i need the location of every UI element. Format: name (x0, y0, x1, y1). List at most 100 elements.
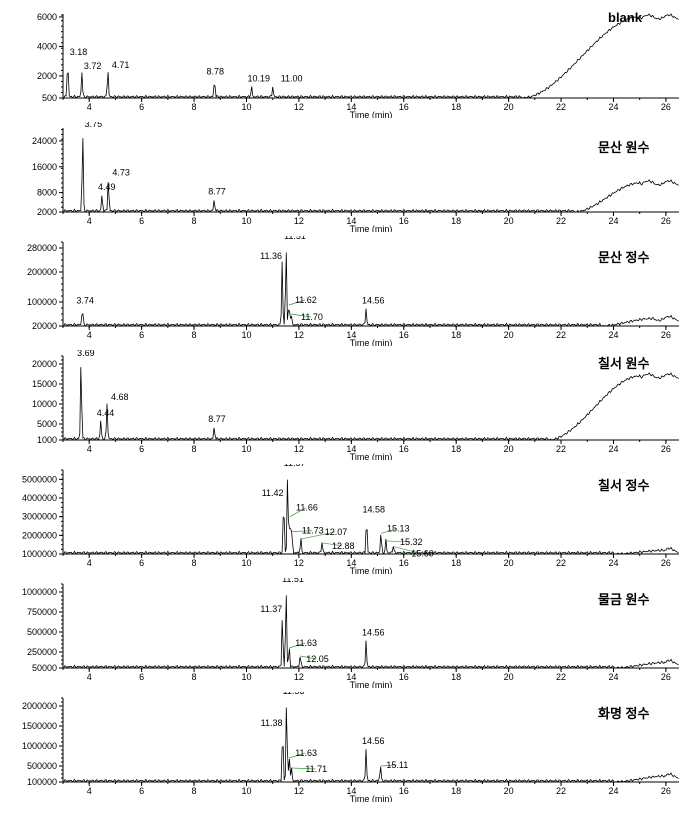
svg-text:12: 12 (294, 216, 304, 226)
peak-label: 14.56 (362, 736, 385, 746)
svg-text:4: 4 (87, 672, 92, 682)
svg-text:24: 24 (608, 672, 618, 682)
svg-text:22: 22 (556, 672, 566, 682)
svg-text:20: 20 (504, 330, 514, 340)
peak-label: 14.58 (363, 505, 386, 515)
peak-label: 11.53 (283, 692, 305, 696)
svg-text:22: 22 (556, 330, 566, 340)
svg-text:20: 20 (504, 786, 514, 796)
svg-text:1000000: 1000000 (22, 741, 57, 751)
svg-text:5000: 5000 (37, 419, 57, 429)
svg-text:12: 12 (294, 444, 304, 454)
svg-text:2000000: 2000000 (22, 701, 57, 711)
svg-text:6: 6 (139, 102, 144, 112)
svg-text:16: 16 (399, 558, 409, 568)
svg-text:6: 6 (139, 558, 144, 568)
svg-text:16000: 16000 (32, 162, 57, 172)
svg-text:4: 4 (87, 102, 92, 112)
svg-text:8: 8 (192, 330, 197, 340)
peak-label: 8.77 (208, 187, 226, 197)
svg-text:26: 26 (661, 558, 671, 568)
svg-text:26: 26 (661, 672, 671, 682)
sample-label: blank (608, 10, 643, 25)
chromatogram-panel: 468101214161820222426Time (min)200001000… (8, 236, 689, 346)
svg-text:4: 4 (87, 216, 92, 226)
svg-text:24: 24 (608, 216, 618, 226)
peak-label: 11.42 (262, 488, 284, 498)
peak-label: 3.72 (84, 61, 102, 71)
peak-label: 11.37 (260, 604, 282, 614)
svg-text:16: 16 (399, 444, 409, 454)
svg-text:100000: 100000 (27, 777, 57, 787)
peak-label: 11.62 (295, 295, 317, 305)
svg-text:4000000: 4000000 (22, 493, 57, 503)
svg-text:Time (min): Time (min) (350, 566, 393, 574)
chromatogram-panel: 468101214161820222426Time (min)200080001… (8, 122, 689, 232)
svg-text:22: 22 (556, 444, 566, 454)
svg-text:26: 26 (661, 444, 671, 454)
svg-text:15000: 15000 (32, 379, 57, 389)
svg-text:12: 12 (294, 330, 304, 340)
svg-text:2000: 2000 (37, 71, 57, 81)
peak-label: 4.71 (112, 60, 130, 70)
svg-text:10: 10 (241, 672, 251, 682)
peak-label: 10.19 (247, 74, 270, 84)
svg-text:6: 6 (139, 216, 144, 226)
peak-label: 4.68 (111, 392, 129, 402)
peak-label: 11.00 (281, 74, 303, 84)
svg-text:Time (min): Time (min) (350, 452, 393, 460)
peak-label: 3.75 (85, 122, 103, 129)
svg-text:4: 4 (87, 786, 92, 796)
svg-text:3000000: 3000000 (22, 512, 57, 522)
svg-text:10: 10 (241, 786, 251, 796)
sample-label: 칠서 정수 (598, 478, 649, 493)
peak-label: 11.38 (261, 718, 283, 728)
chromatogram-panel: 468101214161820222426Time (min)500002500… (8, 578, 689, 688)
svg-text:2000: 2000 (37, 207, 57, 217)
chromatogram-panel: 468101214161820222426Time (min)100050001… (8, 350, 689, 460)
svg-text:12: 12 (294, 102, 304, 112)
svg-text:10: 10 (241, 216, 251, 226)
svg-text:20000: 20000 (32, 321, 57, 331)
svg-text:8000: 8000 (37, 188, 57, 198)
peak-label: 11.51 (284, 236, 306, 241)
peak-label: 11.51 (282, 578, 304, 584)
svg-text:24: 24 (608, 786, 618, 796)
svg-text:26: 26 (661, 102, 671, 112)
svg-text:12: 12 (294, 786, 304, 796)
svg-text:4: 4 (87, 444, 92, 454)
peak-label: 3.74 (76, 296, 94, 306)
svg-text:6000: 6000 (37, 12, 57, 22)
chromatogram-panel: 468101214161820222426Time (min)100000020… (8, 464, 689, 574)
svg-text:24000: 24000 (32, 136, 57, 146)
svg-text:280000: 280000 (27, 243, 57, 253)
svg-text:18: 18 (451, 786, 461, 796)
svg-text:10: 10 (241, 330, 251, 340)
svg-text:20: 20 (504, 102, 514, 112)
svg-text:6: 6 (139, 672, 144, 682)
svg-text:1000000: 1000000 (22, 549, 57, 559)
svg-text:16: 16 (399, 102, 409, 112)
svg-text:22: 22 (556, 216, 566, 226)
svg-text:16: 16 (399, 672, 409, 682)
svg-text:8: 8 (192, 786, 197, 796)
peak-label: 15.11 (386, 760, 408, 770)
svg-text:16: 16 (399, 786, 409, 796)
svg-text:1000000: 1000000 (22, 587, 57, 597)
svg-text:Time (min): Time (min) (350, 680, 393, 688)
chromatogram-figure: 468101214161820222426Time (min)500200040… (8, 8, 689, 802)
svg-text:18: 18 (451, 216, 461, 226)
peak-label: 11.63 (295, 638, 317, 648)
peak-label: 11.73 (302, 526, 324, 536)
svg-text:50000: 50000 (32, 663, 57, 673)
svg-text:8: 8 (192, 558, 197, 568)
sample-label: 칠서 원수 (598, 356, 649, 371)
svg-text:26: 26 (661, 330, 671, 340)
svg-text:2000000: 2000000 (22, 530, 57, 540)
chromatogram-panel: 468101214161820222426Time (min)100000500… (8, 692, 689, 802)
svg-text:18: 18 (451, 444, 461, 454)
svg-text:16: 16 (399, 330, 409, 340)
peak-label: 12.88 (332, 541, 355, 551)
svg-text:6: 6 (139, 444, 144, 454)
peak-label: 15.32 (400, 537, 423, 547)
